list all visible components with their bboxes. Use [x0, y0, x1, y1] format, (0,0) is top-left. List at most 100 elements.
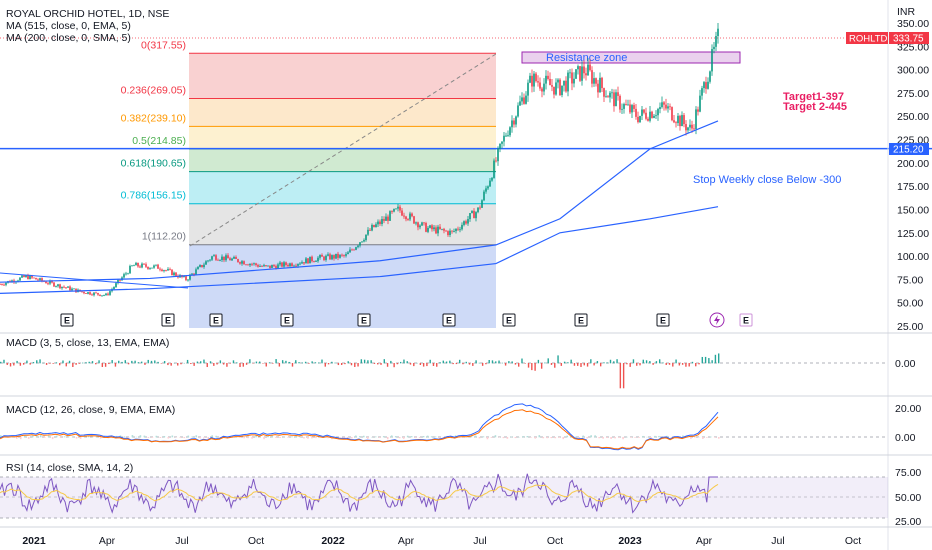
rsi-legend[interactable]: RSI (14, close, SMA, 14, 2) [6, 462, 133, 474]
candle-body [679, 115, 681, 127]
earnings-marker[interactable] [280, 313, 294, 327]
price-tick: 275.00 [897, 88, 929, 100]
candle-body [71, 288, 73, 291]
candle-body [453, 231, 455, 232]
candle-body [105, 293, 107, 296]
macd2-bar [119, 435, 122, 438]
macd2-bar [418, 437, 421, 438]
candle-body [185, 276, 187, 281]
candle-body [231, 258, 233, 261]
candle-body [625, 104, 627, 105]
candle-body [665, 104, 667, 109]
time-tick: Oct [248, 535, 264, 547]
candle-body [641, 109, 643, 116]
macd1-bar [458, 359, 461, 364]
candle-body [263, 265, 265, 267]
macd1-bar [442, 360, 445, 364]
ma2-legend[interactable]: MA (200, close, 0, SMA, 5) [6, 32, 131, 44]
candle-body [431, 225, 433, 230]
candle-body [245, 264, 247, 266]
candle-body [687, 127, 689, 131]
macd2-bar [243, 437, 245, 439]
candle-body [539, 82, 541, 89]
macd2-legend[interactable]: MACD (12, 26, close, 9, EMA, EMA) [6, 404, 175, 416]
candle-body [369, 229, 371, 231]
macd1-bar [596, 361, 599, 364]
candle-body [579, 66, 581, 81]
macd2-bar [19, 437, 22, 440]
macd1-bar [108, 363, 110, 365]
earnings-marker[interactable] [209, 313, 223, 327]
rsi-tick-50: 50.00 [895, 492, 921, 504]
fib-level-label: 0.5(214.85) [132, 135, 186, 147]
macd1-bar [36, 360, 38, 364]
candle-body [199, 265, 201, 267]
candle-body [303, 262, 305, 264]
macd2-bar [183, 437, 186, 439]
macd1-bar [209, 361, 212, 364]
earnings-marker[interactable] [502, 313, 516, 327]
candle-body [163, 270, 165, 272]
earnings-marker-label: E [284, 316, 290, 326]
earnings-marker[interactable] [656, 313, 670, 327]
macd1-bar [563, 361, 566, 364]
time-axis[interactable]: 2021 Apr Jul Oct 2022 Apr Jul Oct 2023 Apr Jul Oct [22, 535, 861, 547]
earnings-marker[interactable] [357, 313, 371, 327]
candle-body [427, 227, 429, 232]
candle-body [537, 81, 539, 83]
price-axis[interactable]: 350.00325.00300.00275.00250.00225.00200.… [897, 18, 929, 333]
macd1-bar [455, 363, 458, 365]
macd1-bar [390, 360, 392, 364]
macd1-bar [295, 360, 297, 364]
macd2-bar [355, 435, 357, 438]
macd1-bar [642, 359, 644, 364]
candle-body [667, 106, 669, 109]
candle-body [405, 216, 407, 220]
earnings-marker[interactable] [574, 313, 588, 327]
candle-body [513, 120, 515, 125]
ma-515-line[interactable] [0, 120, 719, 283]
earnings-marker[interactable] [161, 313, 175, 327]
candle-body [387, 216, 389, 221]
downtrend-line[interactable] [0, 272, 189, 289]
macd2-bar [167, 437, 170, 439]
macd1-bar [547, 358, 549, 364]
candle-body [377, 221, 379, 225]
candle-body [5, 282, 7, 285]
candle-body [481, 200, 483, 208]
macd1-bar [504, 363, 507, 366]
candle-body [707, 81, 709, 89]
earnings-marker[interactable] [442, 313, 456, 327]
earnings-marker[interactable] [60, 313, 74, 327]
macd2-macd-line [0, 403, 719, 451]
candle-body [397, 206, 399, 209]
macd1-bar [570, 359, 572, 364]
candle-body [417, 222, 419, 228]
earnings-marker[interactable] [739, 313, 753, 327]
macd1-bar [278, 363, 281, 367]
ma1-legend[interactable]: MA (515, close, 0, EMA, 5) [6, 20, 131, 32]
candle-body [171, 269, 173, 276]
macd1-bar [124, 360, 126, 364]
ma-200-line[interactable] [0, 206, 719, 294]
macd1-legend[interactable]: MACD (3, 5, close, 13, EMA, EMA) [6, 337, 169, 349]
candle-body [65, 287, 67, 289]
candle-body [87, 292, 89, 294]
macd1-bar [268, 362, 271, 364]
fib-trend-line[interactable] [189, 53, 497, 247]
candle-body [255, 263, 257, 266]
macd1-bar [652, 363, 654, 365]
candle-body [197, 266, 199, 270]
candle-body [621, 108, 623, 110]
candle-body [495, 160, 497, 162]
candle-body [509, 127, 511, 136]
resistance-zone-box[interactable] [521, 51, 741, 64]
macd2-bar [315, 437, 317, 439]
macd2-bar [458, 437, 461, 438]
macd1-bar [255, 361, 258, 364]
macd2-bar [514, 437, 517, 439]
candle-body [295, 265, 297, 267]
macd2-bar [482, 436, 485, 438]
fibonacci-retracement[interactable]: 0(317.55) 0.236(269.05) 0.382(239.10) 0.5(2… [121, 39, 496, 328]
